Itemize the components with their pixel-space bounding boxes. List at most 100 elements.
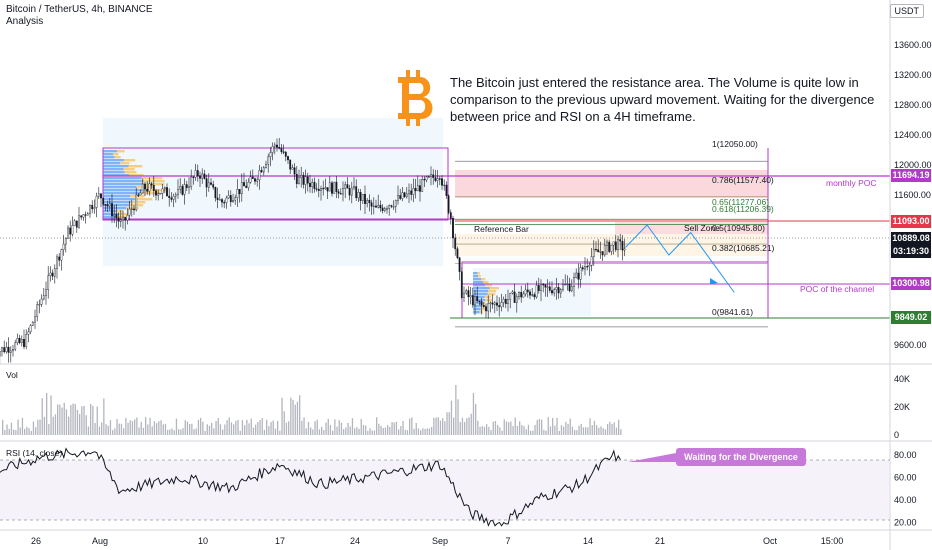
candle: [515, 293, 518, 313]
volume-bar: [301, 420, 303, 435]
volume-bar: [206, 424, 208, 435]
vp-bar: [116, 210, 124, 213]
candle: [254, 177, 256, 185]
candle: [0, 348, 1, 365]
volume-bar: [43, 416, 46, 435]
poc-channel-label: POC of the channel: [800, 284, 874, 294]
volume-bar: [120, 423, 123, 435]
candle: [419, 178, 421, 202]
vp-bar: [120, 162, 130, 165]
volume-bar: [470, 413, 472, 435]
candle: [232, 193, 234, 203]
vp-bar: [103, 168, 124, 171]
time-tick-9: Oct: [763, 536, 778, 546]
candle: [293, 163, 296, 181]
rsi-tick-1: 60.00: [894, 472, 917, 482]
symbol-title: Bitcoin / TetherUS, 4h, BINANCE: [6, 4, 153, 15]
candle: [480, 297, 483, 315]
volume-tick-2: 0: [894, 430, 899, 440]
volume-bar: [96, 406, 98, 435]
candle: [14, 339, 17, 352]
rsi-bubble-pointer: [628, 453, 676, 462]
volume-bar: [87, 426, 90, 435]
volume-bar: [494, 421, 497, 435]
volume-bar: [448, 412, 450, 435]
candle: [520, 285, 523, 303]
candle: [157, 189, 160, 201]
vp-bar: [473, 293, 488, 296]
vp-bar: [128, 165, 143, 168]
volume-bar: [541, 419, 543, 435]
volume-bar: [105, 424, 107, 435]
volume-bar: [466, 418, 468, 435]
volume-bar: [475, 404, 477, 435]
volume-bar: [81, 406, 83, 435]
candle: [152, 175, 155, 197]
volume-bar: [195, 428, 197, 435]
volume-bar: [239, 430, 241, 435]
candle: [399, 188, 402, 201]
candle: [75, 220, 78, 233]
volume-bar: [615, 427, 618, 435]
volume-bar: [63, 402, 65, 435]
candle: [511, 290, 514, 295]
candle: [562, 279, 564, 292]
volume-bar: [611, 423, 613, 435]
volume-bar: [228, 417, 230, 435]
volume-bar: [118, 423, 120, 435]
candle: [117, 212, 120, 229]
volume-bar: [574, 430, 576, 435]
volume-bar: [65, 409, 68, 435]
candle: [128, 200, 131, 221]
volume-bar: [149, 417, 151, 435]
volume-bar: [543, 429, 545, 435]
vp-bar: [103, 150, 118, 153]
volume-bar: [510, 421, 512, 435]
vp-bar: [485, 284, 493, 287]
candle: [612, 241, 615, 255]
candle: [36, 301, 39, 322]
vp-bar: [103, 156, 115, 159]
currency-button[interactable]: USDT: [889, 4, 924, 18]
candle: [482, 302, 485, 309]
volume-bar: [604, 429, 607, 435]
volume-bar: [19, 427, 21, 435]
volume-bar: [420, 430, 422, 435]
candle: [595, 241, 597, 252]
rsi-axis: 80.00 60.00 40.00 20.00: [894, 450, 917, 527]
candle: [529, 289, 531, 300]
volume-bar: [329, 425, 332, 435]
candle: [249, 170, 252, 184]
volume-bar: [270, 422, 272, 435]
candle: [533, 292, 536, 300]
vp-bar: [477, 272, 480, 275]
volume-bar: [281, 397, 283, 435]
candle: [106, 200, 109, 212]
volume-bar: [365, 425, 367, 435]
candle: [166, 183, 168, 197]
price-label-current: 10889.08: [891, 232, 931, 245]
volume-bar: [211, 422, 213, 435]
vp-bar: [103, 177, 142, 180]
vp-bar: [103, 162, 121, 165]
volume-bar: [233, 424, 235, 435]
candle: [364, 185, 366, 215]
volume-bar: [72, 403, 74, 435]
volume-bar: [50, 395, 52, 435]
volume-bar: [189, 424, 191, 435]
volume-bar: [547, 417, 549, 435]
volume-bar: [461, 417, 464, 435]
volume-bar: [241, 420, 244, 435]
volume-bar: [107, 425, 109, 435]
candle: [504, 294, 507, 309]
candle: [311, 178, 314, 194]
volume-bar: [587, 427, 589, 435]
time-tick-4: 24: [350, 536, 360, 546]
candle: [320, 185, 322, 201]
volume-bar: [334, 419, 336, 435]
volume-bar: [424, 428, 426, 435]
volume-bar: [259, 420, 261, 435]
candle: [291, 164, 294, 170]
volume-bar: [391, 422, 393, 435]
